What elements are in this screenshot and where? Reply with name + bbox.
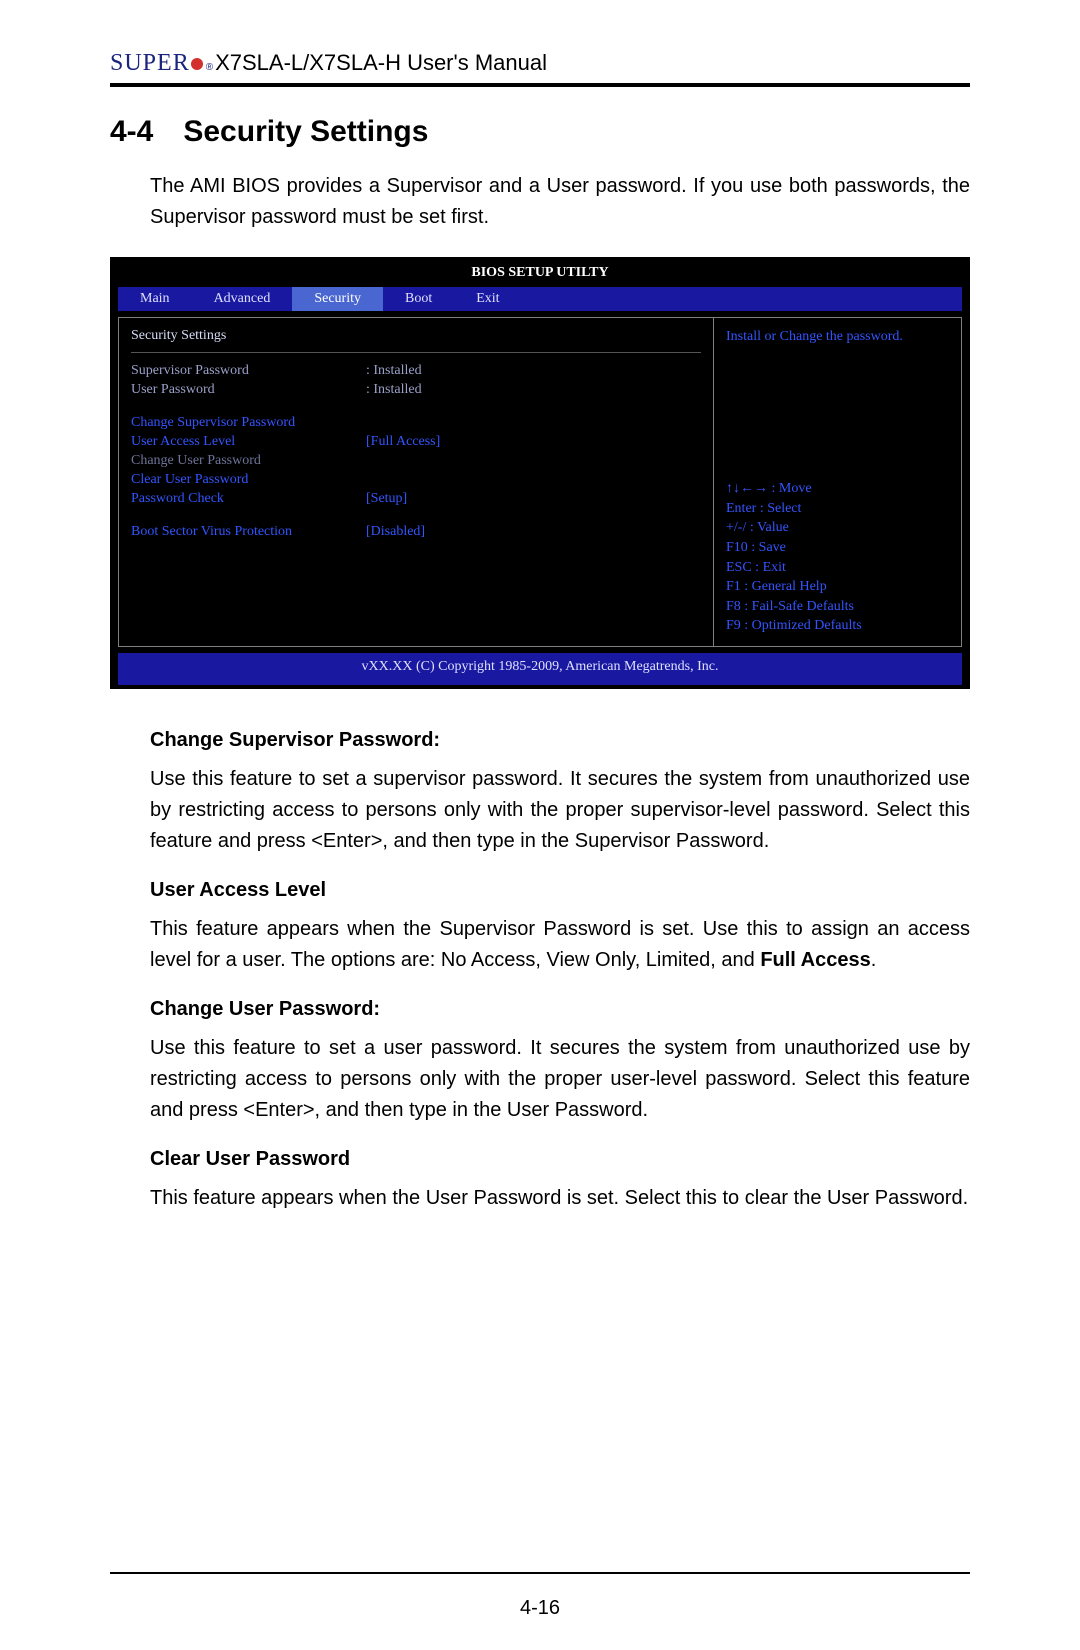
bios-option-value: [Full Access]	[366, 434, 440, 450]
bios-title: BIOS SETUP UTILTY	[118, 265, 962, 281]
section-title-text: Security Settings	[183, 115, 428, 148]
subsection-body: Use this feature to set a user password.…	[150, 1033, 970, 1126]
bios-option-label: Clear User Password	[131, 472, 366, 488]
bios-option-label: User Access Level	[131, 434, 366, 450]
subsection-body: This feature appears when the Supervisor…	[150, 914, 970, 976]
bios-key-hint: F9 : Optimized Defaults	[726, 616, 949, 636]
subsection: Change User Password: Use this feature to…	[150, 998, 970, 1126]
bios-tab-main[interactable]: Main	[118, 287, 192, 311]
page-number: 4-16	[0, 1597, 1080, 1620]
bios-key-hint: F8 : Fail-Safe Defaults	[726, 597, 949, 617]
page-header: SUPER ® X7SLA-L/X7SLA-H User's Manual	[110, 50, 970, 77]
bios-status-value: : Installed	[366, 382, 422, 398]
bios-option-value: [Setup]	[366, 491, 407, 507]
bios-help-text: Install or Change the password.	[726, 328, 949, 347]
bios-status-label: User Password	[131, 382, 366, 398]
brand-name: SUPER	[110, 50, 190, 77]
subsection-body: Use this feature to set a supervisor pas…	[150, 764, 970, 857]
bios-copyright: vXX.XX (C) Copyright 1985-2009, American…	[118, 653, 962, 685]
subsection-heading: User Access Level	[150, 879, 970, 902]
bios-option-row[interactable]: User Access Level[Full Access]	[131, 434, 701, 450]
bios-option-row[interactable]: Change User Password	[131, 453, 701, 469]
bios-option-label: Change Supervisor Password	[131, 415, 366, 431]
header-rule	[110, 83, 970, 87]
subsection-heading: Clear User Password	[150, 1148, 970, 1171]
bios-key-hint: Enter : Select	[726, 499, 949, 519]
bios-option-value: [Disabled]	[366, 524, 425, 540]
bios-tab-security[interactable]: Security	[292, 287, 383, 311]
bios-key-hint: F1 : General Help	[726, 577, 949, 597]
bios-status-label: Supervisor Password	[131, 363, 366, 379]
bios-option-label: Boot Sector Virus Protection	[131, 524, 366, 540]
subsection-body: This feature appears when the User Passw…	[150, 1183, 970, 1214]
bios-option-row[interactable]: Boot Sector Virus Protection[Disabled]	[131, 524, 701, 540]
section-intro: The AMI BIOS provides a Supervisor and a…	[150, 171, 970, 233]
bios-help-panel: Install or Change the password. ↑↓←→ : M…	[714, 317, 962, 647]
brand-dot-icon	[191, 58, 203, 70]
bios-tab-advanced[interactable]: Advanced	[192, 287, 293, 311]
bios-tab-exit[interactable]: Exit	[454, 287, 521, 311]
footer-rule	[110, 1572, 970, 1574]
bios-option-row[interactable]: Clear User Password	[131, 472, 701, 488]
subsection: User Access Level This feature appears wh…	[150, 879, 970, 976]
bios-option-row[interactable]: Change Supervisor Password	[131, 415, 701, 431]
bios-option-row[interactable]: Password Check[Setup]	[131, 491, 701, 507]
subsection-heading: Change User Password:	[150, 998, 970, 1021]
bios-status-row: User Password: Installed	[131, 382, 701, 398]
bios-key-hints: ↑↓←→ : MoveEnter : Select+/-/ : ValueF10…	[726, 479, 949, 636]
subsection: Clear User Password This feature appears …	[150, 1148, 970, 1214]
bios-key-hint: F10 : Save	[726, 538, 949, 558]
bios-key-hint: ↑↓←→ : Move	[726, 479, 949, 499]
bios-main-panel: Security Settings Supervisor Password: I…	[118, 317, 714, 647]
bios-key-hint: ESC : Exit	[726, 558, 949, 578]
bios-status-value: : Installed	[366, 363, 422, 379]
bios-screenshot: BIOS SETUP UTILTY MainAdvancedSecurityBo…	[110, 257, 970, 689]
bios-option-label: Password Check	[131, 491, 366, 507]
bios-status-row: Supervisor Password: Installed	[131, 363, 701, 379]
bios-key-hint: +/-/ : Value	[726, 518, 949, 538]
section-heading: 4-4 Security Settings	[110, 115, 970, 149]
bios-tab-boot[interactable]: Boot	[383, 287, 454, 311]
manual-title: X7SLA-L/X7SLA-H User's Manual	[215, 50, 547, 76]
bios-panel-heading: Security Settings	[131, 328, 701, 344]
bios-option-label: Change User Password	[131, 453, 366, 469]
bios-separator	[131, 352, 701, 353]
bios-tab-bar: MainAdvancedSecurityBootExit	[118, 287, 962, 311]
subsection-heading: Change Supervisor Password:	[150, 729, 970, 752]
subsection: Change Supervisor Password: Use this feat…	[150, 729, 970, 857]
section-number: 4-4	[110, 115, 153, 148]
registered-mark: ®	[206, 62, 213, 73]
